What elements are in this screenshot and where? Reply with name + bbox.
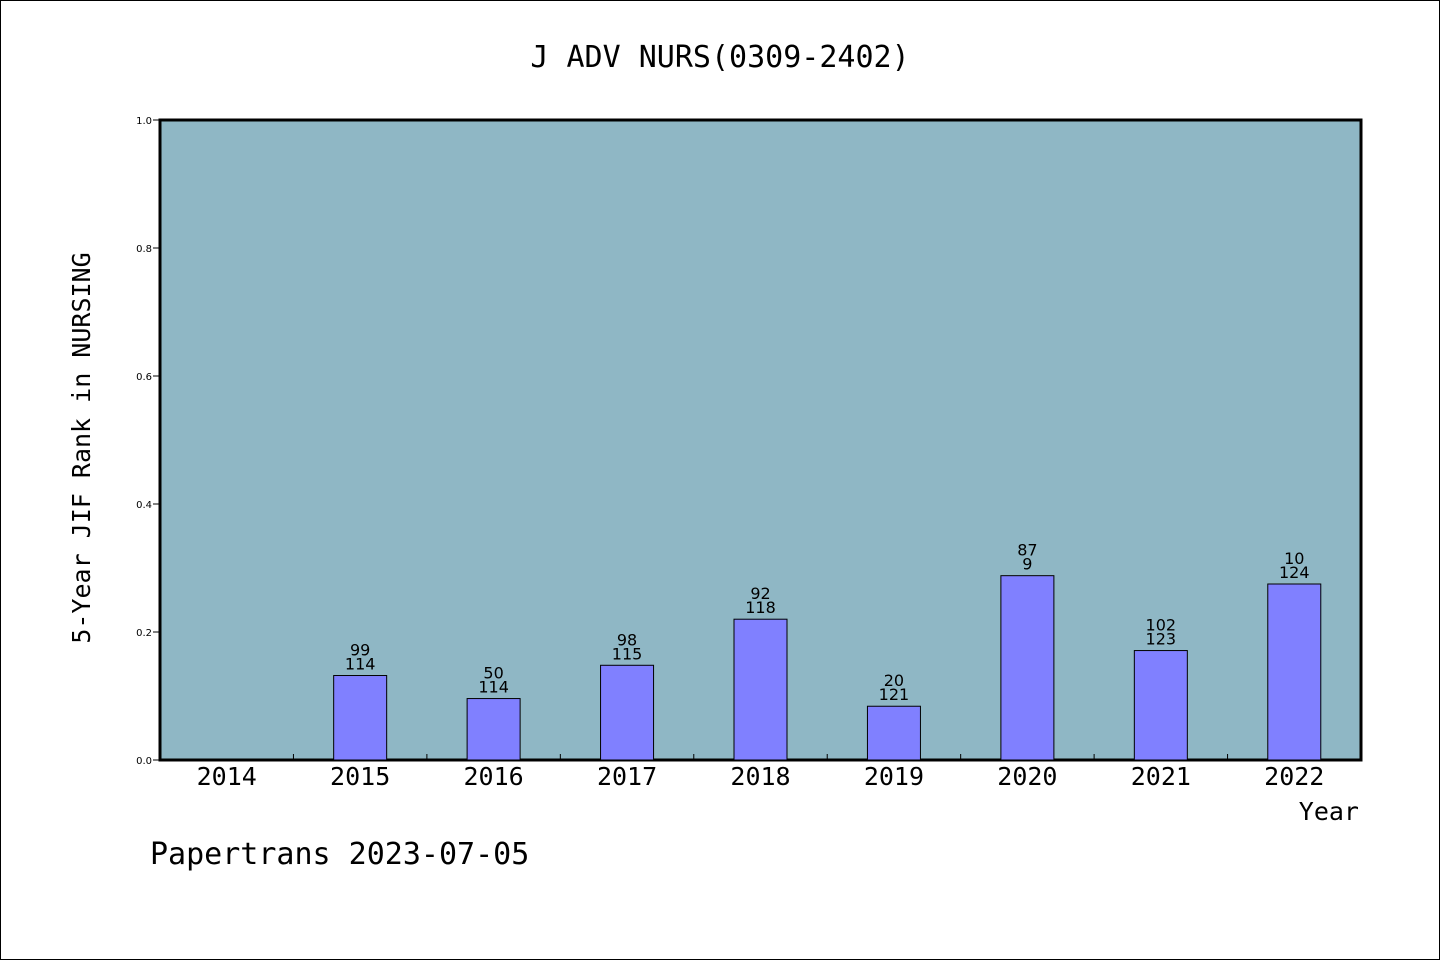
bar-label-total: 121 <box>879 685 910 704</box>
bar-label-total: 9 <box>1022 555 1032 574</box>
bar-2018 <box>733 618 788 761</box>
bar-2015 <box>333 675 388 761</box>
y-axis-label: 5-Year JIF Rank in NURSING <box>67 252 96 643</box>
y-tick-label: 0.2 <box>136 628 152 639</box>
y-tick-label: 0.4 <box>136 500 152 511</box>
x-tick-label: 2017 <box>597 762 657 791</box>
bar-label-total: 124 <box>1279 563 1310 582</box>
bar-label-rank: 92 <box>750 584 770 603</box>
bar-label-rank: 87 <box>1017 541 1037 560</box>
bar-label-rank: 50 <box>483 664 503 683</box>
bar-2022 <box>1267 583 1322 761</box>
y-tick-label: 1.0 <box>136 116 152 127</box>
bar-2019 <box>866 705 921 761</box>
x-tick-label: 2014 <box>197 762 257 791</box>
x-axis: 2014 2015 2016 2017 2018 2019 2020 2021 2022 <box>197 754 1324 791</box>
x-axis-label: Year <box>1299 797 1359 826</box>
bar-2020 <box>1000 575 1055 761</box>
bar-label-total: 123 <box>1146 630 1177 649</box>
bar-label-rank: 20 <box>884 671 904 690</box>
bar-2016 <box>466 698 521 761</box>
x-tick-label: 2015 <box>330 762 390 791</box>
x-tick-label: 2020 <box>997 762 1057 791</box>
y-tick-label: 0.6 <box>136 372 152 383</box>
x-tick-label: 2021 <box>1131 762 1191 791</box>
bar-label-total: 118 <box>745 598 776 617</box>
bars-group <box>333 575 1322 761</box>
bar-label-total: 114 <box>345 655 376 674</box>
bar-label-total: 114 <box>478 678 509 697</box>
y-tick-label: 0.8 <box>136 244 152 255</box>
x-tick-label: 2019 <box>864 762 924 791</box>
chart-title: J ADV NURS(0309-2402) <box>530 40 909 75</box>
x-tick-label: 2018 <box>730 762 790 791</box>
bar-label-rank: 98 <box>617 630 637 649</box>
bar-label-total: 115 <box>612 644 643 663</box>
y-axis: 0.0 0.2 0.4 0.6 0.8 1.0 <box>136 116 160 767</box>
bar-2017 <box>600 664 655 761</box>
bar-label-rank: 102 <box>1146 616 1177 635</box>
y-tick-label: 0.0 <box>136 756 152 767</box>
footer-watermark: Papertrans 2023-07-05 <box>150 837 529 872</box>
bar-2021 <box>1133 650 1188 761</box>
x-tick-label: 2016 <box>464 762 524 791</box>
bar-label-rank: 10 <box>1284 549 1304 568</box>
x-tick-label: 2022 <box>1264 762 1324 791</box>
bar-label-rank: 99 <box>350 641 370 660</box>
